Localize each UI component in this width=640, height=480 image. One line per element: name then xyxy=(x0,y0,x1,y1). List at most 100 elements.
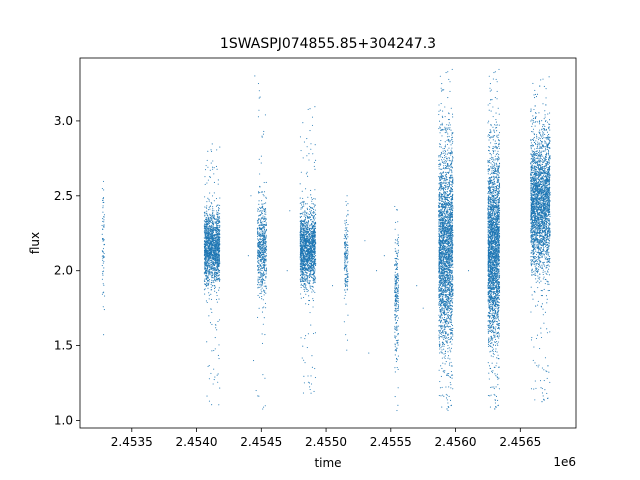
scatter-point xyxy=(102,240,104,242)
scatter-point xyxy=(204,228,206,230)
scatter-point xyxy=(213,264,215,266)
scatter-point xyxy=(396,278,398,280)
scatter-point xyxy=(256,227,259,230)
scatter-point xyxy=(438,394,440,397)
scatter-point xyxy=(258,307,260,309)
scatter-point xyxy=(309,224,311,226)
scatter-point xyxy=(262,203,264,205)
scatter-point xyxy=(205,270,207,272)
scatter-point xyxy=(102,273,104,275)
scatter-point xyxy=(218,358,220,360)
scatter-point xyxy=(214,290,216,292)
scatter-point xyxy=(446,159,448,161)
scatter-point xyxy=(261,333,263,335)
scatter-point xyxy=(451,186,453,188)
scatter-point xyxy=(314,243,317,245)
scatter-point xyxy=(395,322,397,324)
scatter-point xyxy=(209,242,212,244)
scatter-point xyxy=(299,197,301,199)
scatter-point xyxy=(311,269,313,271)
scatter-point xyxy=(395,267,398,269)
scatter-point xyxy=(257,116,259,118)
scatter-point xyxy=(204,169,207,171)
scatter-point xyxy=(260,279,262,281)
scatter-point xyxy=(203,220,205,222)
scatter-point xyxy=(213,218,215,220)
scatter-point xyxy=(261,280,264,282)
scatter-point xyxy=(314,291,316,293)
scatter-point xyxy=(218,240,220,242)
scatter-point xyxy=(306,247,308,249)
scatter-point xyxy=(265,255,267,257)
scatter-point xyxy=(207,256,209,258)
scatter-point xyxy=(204,183,206,185)
scatter-point xyxy=(302,122,304,124)
scatter-point xyxy=(263,246,265,248)
scatter-point xyxy=(211,256,213,258)
scatter-point xyxy=(452,141,454,143)
scatter-point xyxy=(205,284,207,287)
scatter-point xyxy=(447,314,449,316)
scatter-point xyxy=(344,260,346,262)
scatter-point xyxy=(262,252,264,254)
scatter-point xyxy=(397,258,399,260)
scatter-point xyxy=(305,271,307,274)
scatter-point xyxy=(396,342,398,344)
scatter-point xyxy=(206,236,208,238)
scatter-point xyxy=(260,269,262,271)
scatter-point xyxy=(210,216,213,218)
scatter-point xyxy=(257,238,259,240)
scatter-point xyxy=(262,191,264,193)
scatter-point xyxy=(300,243,302,245)
scatter-point xyxy=(209,262,211,264)
scatter-point xyxy=(304,248,306,250)
scatter-point xyxy=(439,75,441,77)
scatter-point xyxy=(448,200,450,203)
scatter-point xyxy=(262,221,264,223)
scatter-point xyxy=(203,237,205,239)
scatter-point xyxy=(299,223,302,225)
scatter-point xyxy=(444,160,446,162)
scatter-point xyxy=(258,261,260,263)
scatter-point xyxy=(208,253,210,255)
scatter-point xyxy=(258,241,260,243)
scatter-point xyxy=(314,367,316,370)
scatter-point xyxy=(309,260,311,262)
scatter-point xyxy=(260,210,262,212)
scatter-point xyxy=(215,197,218,200)
scatter-point xyxy=(206,279,208,281)
scatter-point xyxy=(208,224,211,226)
scatter-point xyxy=(311,285,314,288)
scatter-point xyxy=(314,225,316,227)
scatter-point xyxy=(306,255,308,257)
scatter-point xyxy=(311,116,314,118)
scatter-point xyxy=(309,232,311,234)
scatter-point xyxy=(303,215,305,217)
scatter-point xyxy=(263,268,266,270)
scatter-point xyxy=(314,204,316,206)
scatter-point xyxy=(259,192,261,194)
scatter-point xyxy=(104,295,106,297)
scatter-point xyxy=(300,253,302,255)
scatter-point xyxy=(215,257,217,259)
scatter-point xyxy=(396,366,398,369)
scatter-point xyxy=(306,263,308,265)
scatter-point xyxy=(395,279,397,281)
scatter-point xyxy=(261,342,264,344)
scatter-point xyxy=(306,267,308,269)
scatter-point xyxy=(102,262,104,264)
scatter-point xyxy=(263,195,265,197)
scatter-point xyxy=(301,275,303,277)
scatter-point xyxy=(214,247,216,249)
scatter-point xyxy=(205,271,207,273)
scatter-point xyxy=(208,263,210,265)
scatter-point xyxy=(265,181,267,183)
scatter-point xyxy=(307,222,309,225)
scatter-point xyxy=(219,239,221,241)
scatter-point xyxy=(314,237,316,239)
scatter-point xyxy=(259,249,261,251)
scatter-point xyxy=(303,382,305,384)
scatter-point xyxy=(312,153,314,155)
scatter-point xyxy=(311,200,313,202)
scatter-point xyxy=(264,238,267,241)
